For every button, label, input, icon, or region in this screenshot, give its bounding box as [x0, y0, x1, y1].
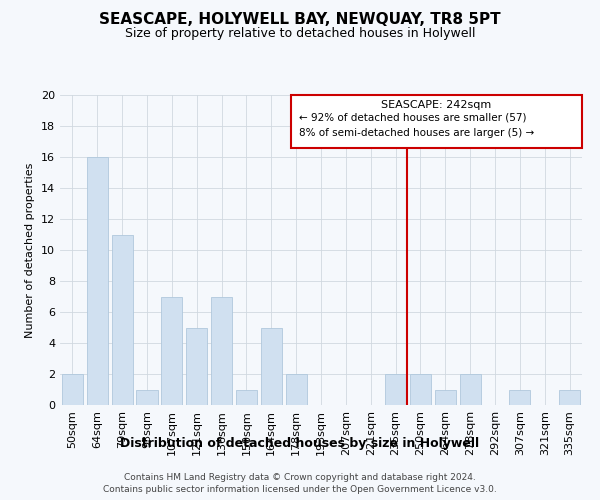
Bar: [410, 374, 431, 405]
Bar: [435, 390, 456, 405]
Text: Size of property relative to detached houses in Holywell: Size of property relative to detached ho…: [125, 28, 475, 40]
Bar: [136, 390, 158, 405]
Bar: [559, 390, 580, 405]
Bar: [509, 390, 530, 405]
Bar: [286, 374, 307, 405]
Text: SEASCAPE: 242sqm: SEASCAPE: 242sqm: [382, 100, 492, 110]
Bar: [186, 328, 207, 405]
Bar: [460, 374, 481, 405]
Bar: [87, 157, 108, 405]
Text: Contains public sector information licensed under the Open Government Licence v3: Contains public sector information licen…: [103, 485, 497, 494]
Text: 8% of semi-detached houses are larger (5) →: 8% of semi-detached houses are larger (5…: [299, 128, 534, 138]
Bar: [211, 296, 232, 405]
Bar: [112, 234, 133, 405]
Bar: [236, 390, 257, 405]
Bar: [161, 296, 182, 405]
Bar: [62, 374, 83, 405]
Text: ← 92% of detached houses are smaller (57): ← 92% of detached houses are smaller (57…: [299, 113, 526, 123]
Text: Distribution of detached houses by size in Holywell: Distribution of detached houses by size …: [121, 438, 479, 450]
Y-axis label: Number of detached properties: Number of detached properties: [25, 162, 35, 338]
Bar: [261, 328, 282, 405]
Text: SEASCAPE, HOLYWELL BAY, NEWQUAY, TR8 5PT: SEASCAPE, HOLYWELL BAY, NEWQUAY, TR8 5PT: [99, 12, 501, 28]
Bar: [385, 374, 406, 405]
FancyBboxPatch shape: [291, 95, 582, 148]
Text: Contains HM Land Registry data © Crown copyright and database right 2024.: Contains HM Land Registry data © Crown c…: [124, 472, 476, 482]
